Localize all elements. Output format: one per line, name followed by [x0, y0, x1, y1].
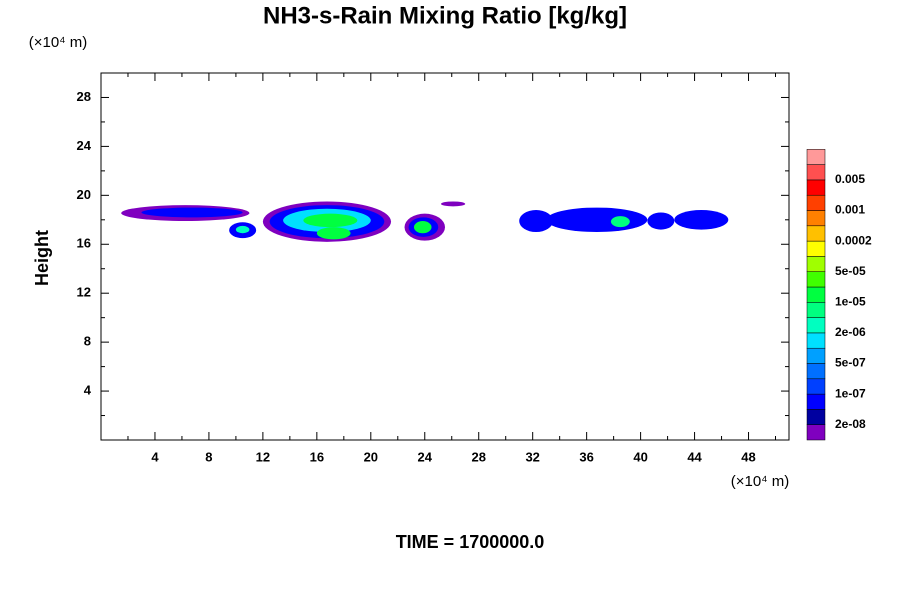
colorbar-box	[806, 164, 826, 181]
colorbar-label: 0.005	[835, 172, 865, 186]
y-tick-label: 28	[77, 89, 91, 104]
y-tick-label: 24	[77, 138, 92, 153]
colorbar-box	[806, 225, 826, 242]
contour-cell	[413, 221, 432, 234]
colorbar-box	[806, 332, 826, 349]
contour-cell	[674, 210, 729, 230]
colorbar-label: 5e-07	[835, 356, 866, 370]
colorbar-label: 2e-06	[835, 325, 866, 339]
y-tick-label: 8	[84, 334, 91, 349]
colorbar-box	[806, 424, 826, 441]
x-tick-label: 48	[741, 449, 755, 464]
y-tick-label: 12	[77, 285, 91, 300]
colorbar-label: 1e-05	[835, 294, 866, 308]
x-unit: (×10⁴ m)	[731, 473, 790, 490]
y-tick-label: 20	[77, 187, 91, 202]
x-tick-label: 8	[205, 449, 212, 464]
footer: TIME = 1700000.0	[396, 532, 545, 552]
contour-cell	[647, 212, 675, 230]
plot-frame	[100, 72, 790, 441]
y-tick-label: 4	[84, 383, 92, 398]
colorbar-box	[806, 240, 826, 257]
y-tick-label: 16	[77, 236, 91, 251]
colorbar-box	[806, 363, 826, 380]
contour-cell	[235, 225, 250, 234]
colorbar-box	[806, 271, 826, 288]
colorbar-box	[806, 393, 826, 410]
x-tick-label: 16	[310, 449, 324, 464]
contour-cell	[303, 213, 358, 228]
x-tick-label: 40	[633, 449, 647, 464]
colorbar-box	[806, 256, 826, 272]
contour-cell	[141, 207, 243, 218]
contour-cell	[316, 227, 351, 240]
contour-cell	[610, 216, 630, 228]
x-tick-label: 4	[151, 449, 159, 464]
colorbar-label: 0.001	[835, 203, 865, 217]
x-tick-label: 44	[687, 449, 702, 464]
x-tick-label: 32	[525, 449, 539, 464]
x-tick-label: 36	[579, 449, 593, 464]
contour-cell	[546, 207, 648, 233]
contour-cell	[519, 210, 553, 233]
colorbar-box	[806, 210, 826, 227]
chart-title: NH3-s-Rain Mixing Ratio [kg/kg]	[263, 2, 627, 29]
colorbar-label: 2e-08	[835, 417, 866, 431]
colorbar-box	[806, 302, 826, 318]
x-tick-label: 20	[364, 449, 378, 464]
y-unit: (×10⁴ m)	[29, 34, 88, 51]
colorbar-box	[806, 378, 826, 395]
colorbar-box	[806, 179, 826, 196]
y-label: Height	[32, 230, 52, 286]
colorbar-box	[806, 347, 826, 364]
colorbar-box	[806, 317, 826, 334]
colorbar-box	[806, 286, 826, 303]
colorbar-label: 5e-05	[835, 264, 866, 278]
contour-cell	[440, 201, 466, 207]
x-tick-label: 12	[256, 449, 270, 464]
colorbar-box	[806, 409, 826, 425]
x-tick-label: 24	[418, 449, 433, 464]
colorbar-box	[806, 149, 826, 165]
x-tick-label: 28	[471, 449, 485, 464]
colorbar-box	[806, 194, 826, 211]
colorbar-label: 1e-07	[835, 386, 866, 400]
colorbar-label: 0.0002	[835, 233, 872, 247]
